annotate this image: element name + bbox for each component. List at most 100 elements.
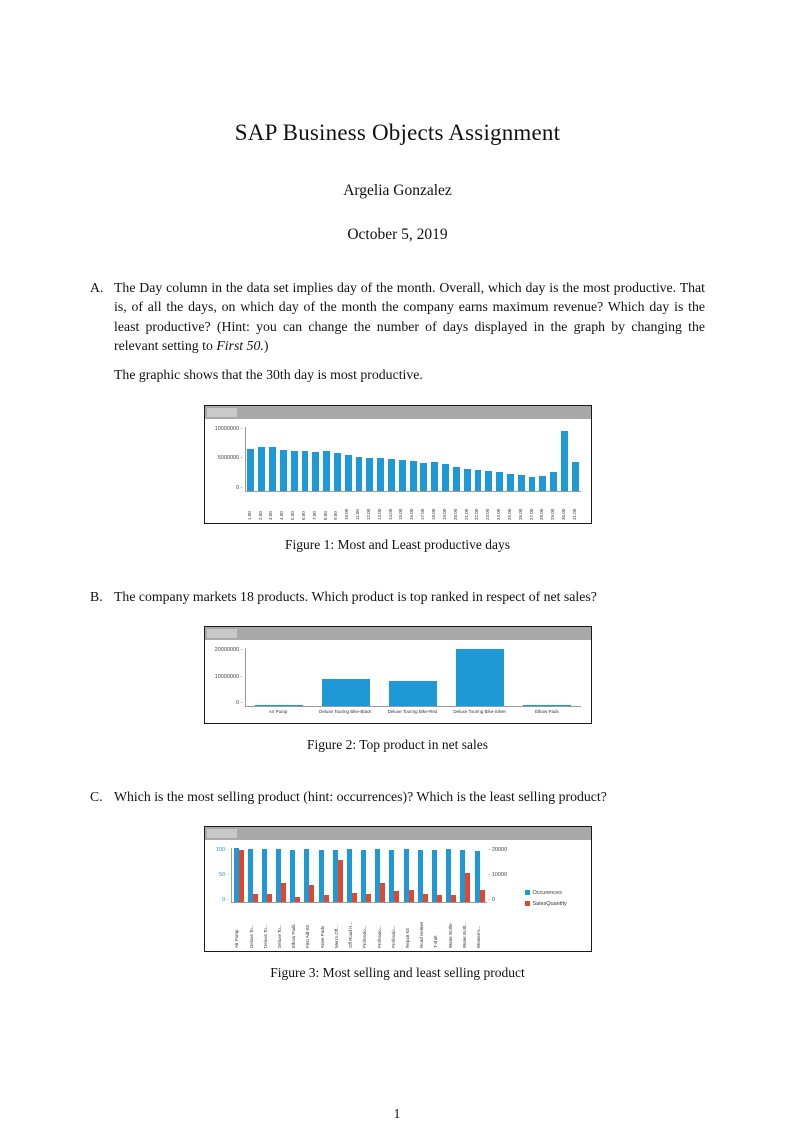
bar-slot [494,427,505,491]
x-tick-label: Deluxe To... [273,904,287,948]
x-tick-text: 18.00 [432,493,437,520]
bar-group [416,848,430,902]
question-b-text: The company markets 18 products. Which p… [114,587,705,606]
x-tick-label: 5.00 [288,493,299,520]
x-tick-label: 9.00 [331,493,342,520]
question-c: C. Which is the most selling product (hi… [90,787,705,806]
bar-salesquantity [253,894,258,902]
bar-slot [451,427,462,491]
question-a-answer: The graphic shows that the 30th day is m… [114,365,705,384]
bar-slot [537,427,548,491]
bar-slot [278,427,289,491]
bar-slot [548,427,559,491]
bar [323,451,330,490]
bar [322,679,370,706]
bar-group [274,848,288,902]
bar [572,462,579,491]
x-tick-label: 28.00 [537,493,548,520]
x-tick-label: Knee Pads [316,904,330,948]
y-tick-label: 20000 [489,848,508,854]
document-title: SAP Business Objects Assignment [90,120,705,146]
figure-1: 1000000050000000 1.002.003.004.005.006.0… [204,405,592,524]
y-tick-label: 0 [236,701,242,707]
bar [485,471,492,491]
x-tick-text: 22.00 [475,493,480,520]
x-tick-label: Men's Off... [330,904,344,948]
x-tick-label: Professio... [358,904,372,948]
bar [312,452,319,491]
x-tick-label: 6.00 [299,493,310,520]
x-tick-label: Deluxe Touring Bike-Red [379,707,446,720]
figure-3-header-chip [207,829,237,838]
bar-slot [246,427,257,491]
y-tick-label: 10000000 [215,427,243,433]
bar [507,474,514,491]
question-c-text: Which is the most selling product (hint:… [114,787,705,806]
legend-label: Occurences [533,890,562,896]
y-tick-label: 100 [216,848,229,854]
x-tick-label: 18.00 [429,493,440,520]
x-tick-label: Elbow Pads [287,904,301,948]
x-tick-text: Knee Pads [321,904,326,948]
bar-group [359,848,373,902]
x-tick-label: Professio... [373,904,387,948]
x-tick-label: 1.00 [245,493,256,520]
bar-salesquantity [239,850,244,903]
bar-group [317,848,331,902]
y-tick-label: 5000000 [218,456,243,462]
x-tick-label: 10.00 [342,493,353,520]
bar [280,450,287,491]
figure-1-caption: Figure 1: Most and Least productive days [90,537,705,553]
bar-slot [483,427,494,491]
bar-group [444,848,458,902]
page-number: 1 [0,1106,794,1122]
figure-1-plot-area [245,427,581,492]
bar [529,477,536,491]
figure-2-header-chip [207,629,237,638]
bar [345,455,352,491]
x-tick-text: 27.00 [530,493,535,520]
x-tick-label: 15.00 [396,493,407,520]
x-tick-text: 23.00 [486,493,491,520]
figure-3-chart-header [205,827,591,840]
figure-2-y-axis: 20000000100000000 [205,648,245,707]
bar-slot [473,427,484,491]
bar-group [387,848,401,902]
x-tick-label: 30.00 [559,493,570,520]
bar-salesquantity [324,895,329,902]
bar [561,431,568,491]
figure-3-right-y-axis: 20000100000 [487,848,517,903]
question-a-text: The Day column in the data set implies d… [114,278,705,385]
x-tick-text: Professio... [378,904,383,948]
bar-salesquantity [295,897,300,902]
bar [388,459,395,491]
x-tick-label: Deluxe Touring Bike-Black [312,707,379,720]
bar [453,467,460,490]
bar-salesquantity [309,885,314,903]
x-tick-label: 21.00 [461,493,472,520]
figure-1-chart: 1000000050000000 1.002.003.004.005.006.0… [205,419,591,523]
x-tick-label: 19.00 [440,493,451,520]
bar [431,462,438,490]
x-tick-label: 25.00 [505,493,516,520]
bar-salesquantity [394,891,399,902]
x-tick-label: Road Helmet [415,904,429,948]
x-tick-text: 4.00 [280,493,285,520]
bar-salesquantity [437,895,442,902]
x-tick-label: Elbow Pads [513,707,580,720]
x-tick-text: Road Helmet [420,904,425,948]
figure-1-chart-header [205,406,591,419]
bar-slot [375,427,386,491]
x-tick-label: 17.00 [418,493,429,520]
bar [410,461,417,490]
bar-slot [300,427,311,491]
figure-2-plot-area [245,648,581,707]
x-tick-text: 8.00 [324,493,329,520]
bar-salesquantity [451,895,456,902]
bar-slot [267,427,278,491]
bar [255,705,303,706]
x-tick-text: 19.00 [443,493,448,520]
bar-occurences [290,850,295,902]
x-tick-label: First Aid Kit [302,904,316,948]
